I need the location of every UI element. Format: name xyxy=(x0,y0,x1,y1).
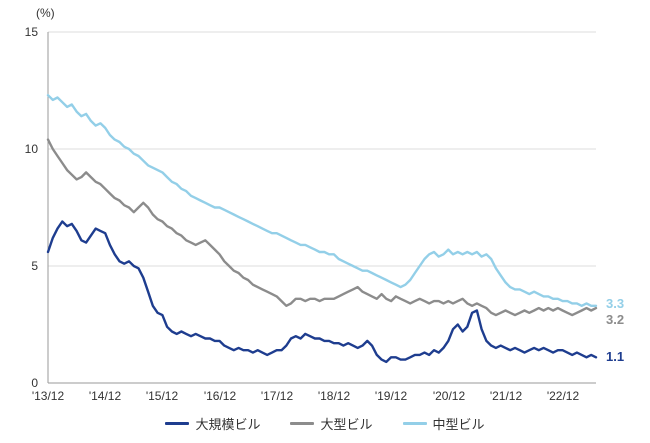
chart-legend: 大規模ビル 大型ビル 中型ビル xyxy=(0,414,650,433)
legend-item-medium: 中型ビル xyxy=(402,414,485,433)
legend-swatch-medium xyxy=(402,422,427,425)
x-tick-label: '20/12 xyxy=(432,389,466,403)
series-end-label-large-scale: 1.1 xyxy=(606,349,625,364)
series-end-label-medium: 3.3 xyxy=(606,296,625,311)
y-tick-label: 5 xyxy=(31,259,38,273)
x-tick-label: '14/12 xyxy=(88,389,122,403)
x-tick-label: '21/12 xyxy=(489,389,523,403)
y-tick-label: 15 xyxy=(24,25,38,39)
y-tick-label: 0 xyxy=(31,376,38,390)
series-end-label-large: 3.2 xyxy=(606,312,625,327)
legend-swatch-large-scale xyxy=(165,422,190,425)
legend-label-medium: 中型ビル xyxy=(432,417,485,432)
y-axis-unit-label: (%) xyxy=(36,6,55,20)
x-tick-label: '13/12 xyxy=(31,389,65,403)
legend-label-large-scale: 大規模ビル xyxy=(195,417,261,432)
x-tick-label: '15/12 xyxy=(145,389,179,403)
legend-item-large: 大型ビル xyxy=(290,414,373,433)
x-tick-label: '17/12 xyxy=(260,389,294,403)
x-tick-label: '18/12 xyxy=(317,389,351,403)
x-tick-label: '19/12 xyxy=(374,389,408,403)
y-tick-label: 10 xyxy=(24,142,38,156)
x-tick-label: '22/12 xyxy=(546,389,580,403)
legend-swatch-large xyxy=(290,422,315,425)
legend-item-large-scale: 大規模ビル xyxy=(165,414,260,433)
legend-label-large: 大型ビル xyxy=(320,417,373,432)
x-tick-label: '16/12 xyxy=(203,389,237,403)
